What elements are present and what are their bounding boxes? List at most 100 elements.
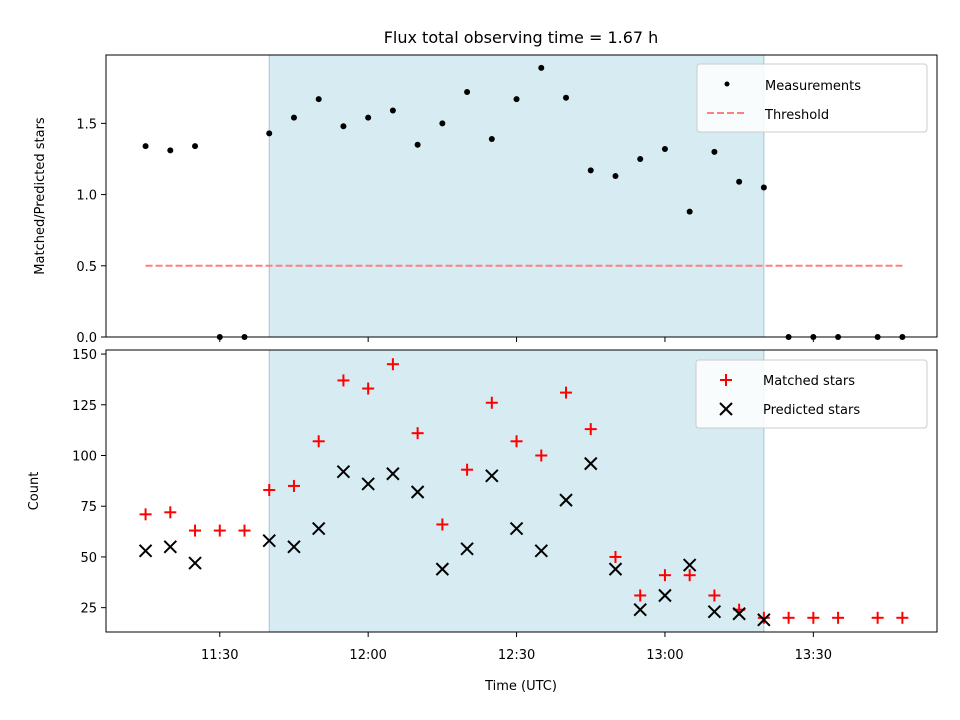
- matched-point: [238, 524, 251, 537]
- matched-point: [362, 382, 375, 395]
- matched-point: [896, 611, 909, 624]
- measurement-point: [686, 208, 693, 215]
- bottom-xlabel: Time (UTC): [484, 679, 557, 694]
- measurement-point: [637, 155, 644, 162]
- matched-point: [337, 374, 350, 387]
- predicted-point: [460, 542, 474, 556]
- y-tick-label: 50: [80, 551, 97, 566]
- matched-point: [634, 589, 647, 602]
- measurement-point: [538, 64, 545, 71]
- measurement-point: [266, 130, 273, 137]
- chart-title: Flux total observing time = 1.67 h: [384, 28, 659, 47]
- measurement-point: [661, 146, 668, 152]
- y-tick-label: 0.0: [76, 331, 97, 346]
- matched-point: [871, 611, 884, 624]
- matched-point: [164, 506, 177, 519]
- predicted-point: [732, 607, 746, 621]
- measurement-point: [587, 167, 594, 174]
- matched-point: [683, 569, 696, 582]
- measurement-point: [736, 178, 743, 185]
- predicted-point: [707, 605, 722, 619]
- y-tick-label: 75: [80, 500, 97, 515]
- bottom-legend: Matched stars Predicted stars: [695, 359, 928, 429]
- measurement-point: [365, 114, 372, 121]
- ratio-panel: Flux total observing time = 1.67 h 0.0 0.…: [33, 28, 938, 346]
- observing-span: [269, 350, 764, 632]
- predicted-point: [386, 467, 400, 481]
- legend-dot-marker: [724, 81, 730, 87]
- matched-point: [411, 427, 424, 440]
- y-tick-label: 125: [72, 399, 97, 414]
- matched-point: [708, 589, 721, 602]
- predicted-point: [435, 562, 450, 576]
- matched-point: [782, 611, 795, 624]
- predicted-point: [361, 477, 375, 491]
- x-tick-label: 11:30: [201, 648, 238, 663]
- predicted-point: [138, 544, 153, 558]
- top-axes-frame: [105, 54, 938, 338]
- measurement-point: [192, 143, 199, 150]
- measurement-point: [563, 94, 570, 101]
- predicted-point: [188, 556, 202, 570]
- predicted-point: [757, 613, 771, 627]
- predicted-point: [682, 558, 697, 572]
- matched-point: [461, 463, 474, 476]
- y-tick-label: 0.5: [76, 260, 97, 275]
- x-tick-label: 12:00: [349, 648, 386, 663]
- measurement-point: [488, 136, 495, 143]
- predicted-point: [658, 588, 672, 603]
- measurement-point: [612, 173, 619, 180]
- matched-point: [139, 508, 152, 521]
- y-tick-label: 25: [80, 602, 97, 617]
- predicted-point: [559, 493, 573, 507]
- matched-point: [263, 483, 276, 496]
- top-ylabel: Matched/Predicted stars: [33, 117, 48, 275]
- y-tick-label: 1.0: [76, 189, 97, 204]
- matched-point: [560, 386, 573, 399]
- x-tick-label: 13:00: [646, 648, 683, 663]
- legend-matched-label: Matched stars: [763, 374, 855, 389]
- legend-x-marker: [719, 402, 733, 416]
- matched-point: [609, 550, 622, 563]
- matched-point: [386, 358, 399, 371]
- predicted-point: [410, 485, 425, 499]
- matched-point: [658, 569, 671, 582]
- measurement-point: [711, 148, 718, 155]
- matched-point: [535, 449, 548, 462]
- measurement-point: [464, 89, 471, 96]
- predicted-point: [608, 562, 623, 576]
- x-tick-label: 12:30: [498, 648, 535, 663]
- matched-point: [213, 524, 226, 537]
- measurement-point: [315, 96, 322, 103]
- bottom-axes-frame: [105, 349, 938, 633]
- matched-point: [436, 518, 449, 531]
- legend-threshold-label: Threshold: [764, 108, 829, 123]
- bottom-ylabel: Count: [27, 472, 42, 511]
- measurement-point: [340, 123, 347, 130]
- predicted-point: [534, 544, 548, 558]
- predicted-point: [262, 533, 276, 548]
- matched-point: [287, 479, 300, 492]
- predicted-point: [584, 456, 598, 471]
- measurement-point: [513, 96, 520, 103]
- legend-plus-marker: [720, 374, 732, 386]
- predicted-point: [336, 465, 351, 479]
- matched-point: [510, 435, 523, 448]
- measurement-point: [439, 120, 446, 127]
- matched-point: [757, 611, 770, 624]
- matched-point: [312, 435, 325, 448]
- y-tick-label: 150: [72, 348, 97, 363]
- predicted-point: [485, 469, 499, 483]
- matched-point: [832, 611, 845, 624]
- predicted-point: [163, 540, 178, 554]
- y-tick-label: 100: [72, 449, 97, 464]
- count-panel: 25 50 75 100 125 150 11:30 12:00 12:30 13:00 13:3…: [27, 348, 938, 694]
- measurement-point: [760, 184, 767, 191]
- predicted-point: [633, 602, 647, 617]
- matched-point: [485, 396, 498, 409]
- legend-measurements-label: Measurements: [765, 79, 861, 94]
- predicted-point: [311, 521, 326, 536]
- y-tick-label: 1.5: [76, 117, 97, 132]
- matched-point: [807, 611, 820, 624]
